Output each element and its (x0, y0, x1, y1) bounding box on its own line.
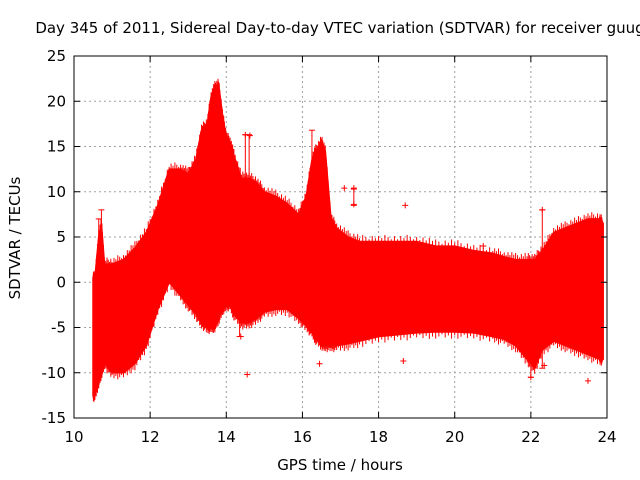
outlier-point (541, 362, 548, 369)
y-tick-label: -15 (42, 409, 67, 427)
outlier-point (350, 201, 357, 208)
data-envelope (92, 78, 604, 402)
y-tick-label: -5 (51, 319, 66, 337)
x-tick-label: 24 (597, 428, 616, 446)
y-tick-label: 10 (47, 183, 66, 201)
y-tick-label: 20 (47, 92, 66, 110)
outlier-point (402, 202, 409, 209)
y-axis-label: SDTVAR / TECUs (6, 176, 24, 299)
outlier-point (242, 131, 249, 138)
x-tick-label: 12 (141, 428, 160, 446)
outlier-point (584, 377, 591, 384)
x-tick-label: 10 (64, 428, 83, 446)
x-tick-label: 16 (293, 428, 312, 446)
outlier-point (341, 185, 348, 192)
outlier-point (350, 185, 357, 192)
outlier-point (400, 357, 407, 364)
axis-ticks: 10 12 14 16 18 20 22 24 -15 -10 -5 0 5 10 15 20 25 (42, 47, 617, 446)
chart-title: Day 345 of 2011, Sidereal Day-to-day VTE… (35, 19, 640, 37)
y-tick-label: 25 (47, 47, 66, 65)
y-tick-label: 15 (47, 138, 66, 156)
x-tick-label: 20 (445, 428, 464, 446)
y-tick-label: 0 (56, 273, 66, 291)
outlier-points (237, 131, 591, 384)
outlier-point (539, 206, 546, 213)
x-tick-label: 22 (521, 428, 540, 446)
x-axis-label: GPS time / hours (277, 456, 403, 474)
outlier-point (480, 243, 487, 250)
outlier-point (246, 132, 253, 139)
x-tick-label: 18 (369, 428, 388, 446)
outlier-point (244, 371, 251, 378)
outlier-point (237, 333, 244, 340)
x-tick-label: 14 (217, 428, 236, 446)
outlier-point (527, 374, 534, 381)
y-tick-label: -10 (42, 364, 67, 382)
y-tick-label: 5 (56, 228, 66, 246)
outlier-point (316, 360, 323, 367)
